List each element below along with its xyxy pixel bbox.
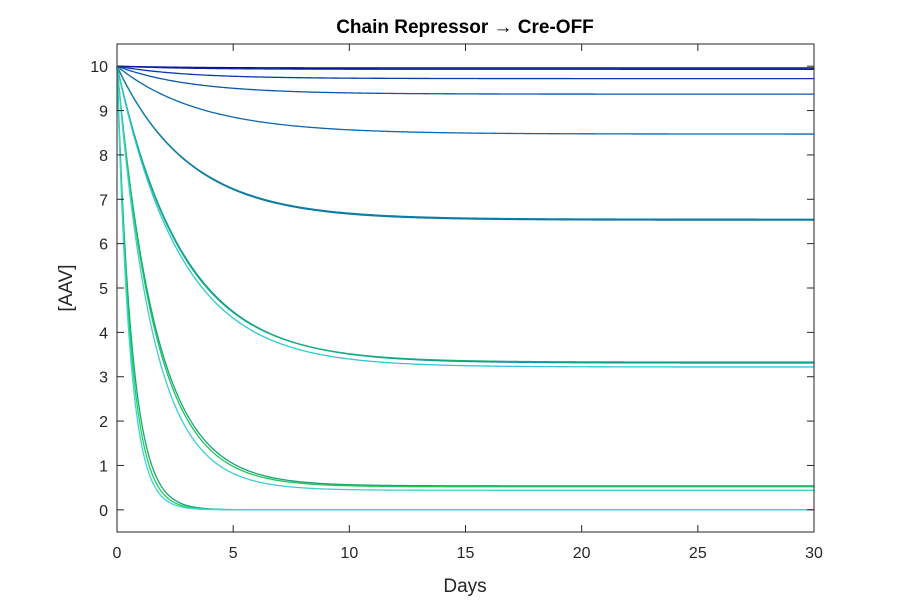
x-axis-ticks: 0 5 10 15 20 25 30	[113, 44, 823, 562]
y-tick-label: 0	[99, 503, 108, 520]
x-tick-label: 15	[457, 545, 475, 562]
y-tick-label: 7	[99, 192, 108, 209]
y-tick-label: 2	[99, 414, 108, 431]
series-line-7	[116, 65, 814, 220]
series-line-1	[116, 65, 814, 69]
series-line-3	[116, 65, 814, 80]
y-tick-label: 6	[99, 237, 108, 254]
series-line-16	[116, 66, 814, 511]
y-tick-label: 5	[99, 281, 108, 298]
series-line-9	[116, 66, 814, 363]
y-axis-label: [AAV]	[56, 264, 77, 311]
series-line-10	[116, 66, 814, 368]
y-tick-label: 1	[99, 458, 108, 475]
series-line-4	[116, 65, 814, 95]
chart-title: Chain Repressor → Cre-OFF	[336, 17, 594, 38]
series-layer	[116, 65, 814, 511]
series-line-13	[116, 66, 814, 491]
x-tick-label: 20	[573, 545, 591, 562]
x-tick-label: 10	[340, 545, 358, 562]
x-tick-label: 30	[805, 545, 823, 562]
series-line-12	[116, 66, 814, 488]
series-line-5	[116, 65, 814, 135]
series-line-2	[116, 65, 814, 70]
y-axis-ticks: 0 1 2 3 4 5 6 7 8 9 10	[90, 59, 814, 520]
y-tick-label: 4	[99, 325, 108, 342]
series-line-8	[116, 66, 814, 364]
x-tick-label: 25	[689, 545, 707, 562]
y-tick-label: 9	[99, 104, 108, 121]
y-tick-label: 3	[99, 370, 108, 387]
plot-background	[117, 44, 814, 532]
x-tick-label: 5	[229, 545, 238, 562]
y-tick-label: 8	[99, 148, 108, 165]
x-axis-label: Days	[443, 576, 486, 597]
x-tick-label: 0	[113, 545, 122, 562]
series-line-6	[116, 65, 814, 221]
series-line-11	[116, 66, 814, 487]
y-tick-label: 10	[90, 59, 108, 76]
